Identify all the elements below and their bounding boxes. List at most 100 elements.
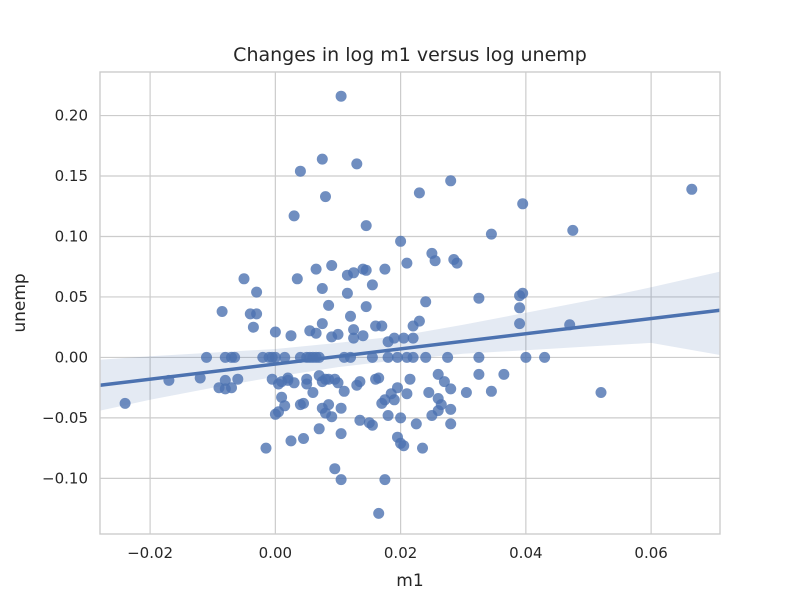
data-point bbox=[335, 402, 347, 414]
data-points bbox=[119, 90, 698, 519]
data-point bbox=[417, 442, 428, 454]
y-tick-label: −0.05 bbox=[42, 409, 88, 427]
data-point bbox=[366, 351, 378, 363]
x-tick-label: 0.04 bbox=[509, 544, 542, 562]
data-point bbox=[251, 286, 263, 298]
data-point bbox=[338, 385, 350, 397]
data-point bbox=[354, 414, 366, 426]
data-point bbox=[395, 412, 407, 424]
data-point bbox=[445, 383, 457, 395]
data-point bbox=[388, 394, 400, 406]
data-point bbox=[485, 228, 497, 240]
data-point bbox=[392, 351, 403, 363]
data-point bbox=[323, 299, 335, 311]
y-tick-label: 0.10 bbox=[55, 227, 88, 245]
data-point bbox=[326, 260, 338, 271]
data-point bbox=[514, 318, 526, 330]
data-point bbox=[410, 418, 422, 430]
data-point bbox=[398, 440, 410, 452]
data-point bbox=[520, 351, 532, 363]
data-point bbox=[310, 263, 322, 275]
data-point bbox=[279, 351, 291, 363]
data-point bbox=[301, 373, 313, 385]
x-axis-label: m1 bbox=[396, 571, 423, 591]
data-point bbox=[392, 382, 403, 394]
data-point bbox=[326, 411, 338, 423]
data-point bbox=[348, 332, 360, 344]
y-axis-ticks: −0.10 −0.05 0.00 0.05 0.10 0.15 0.20 bbox=[42, 107, 88, 488]
data-point bbox=[401, 257, 413, 269]
data-point bbox=[288, 210, 300, 222]
data-point bbox=[366, 419, 378, 431]
data-point bbox=[357, 330, 369, 342]
data-point bbox=[360, 301, 372, 313]
data-point bbox=[451, 257, 463, 269]
y-tick-label: −0.10 bbox=[42, 469, 88, 487]
data-point bbox=[413, 187, 425, 199]
data-point bbox=[285, 435, 297, 447]
y-tick-label: 0.00 bbox=[55, 348, 88, 366]
data-point bbox=[438, 376, 450, 388]
data-point bbox=[251, 308, 263, 320]
data-point bbox=[354, 376, 366, 388]
data-point bbox=[445, 175, 457, 187]
data-point bbox=[323, 399, 335, 411]
data-point bbox=[429, 255, 441, 267]
data-point bbox=[567, 224, 579, 236]
data-point bbox=[216, 306, 228, 317]
data-point bbox=[379, 474, 391, 486]
data-point bbox=[316, 318, 328, 330]
data-point bbox=[232, 373, 244, 385]
data-point bbox=[435, 399, 447, 411]
data-point bbox=[329, 463, 341, 475]
data-point bbox=[238, 273, 250, 285]
plot-frame bbox=[99, 71, 721, 535]
chart-title: Changes in log m1 versus log unemp bbox=[233, 44, 587, 66]
data-point bbox=[348, 267, 360, 279]
data-point bbox=[382, 410, 394, 421]
data-point bbox=[294, 165, 306, 177]
data-point bbox=[288, 377, 300, 389]
data-point bbox=[247, 321, 259, 333]
data-point bbox=[420, 351, 432, 363]
data-point bbox=[307, 387, 319, 398]
data-point bbox=[514, 302, 526, 314]
x-tick-label: 0.00 bbox=[259, 544, 292, 562]
data-point bbox=[341, 287, 353, 299]
data-point bbox=[686, 183, 698, 195]
y-tick-label: 0.20 bbox=[55, 107, 88, 125]
data-point bbox=[407, 332, 419, 344]
y-tick-label: 0.15 bbox=[55, 167, 88, 185]
data-point bbox=[320, 191, 331, 203]
data-point bbox=[445, 418, 457, 430]
data-point bbox=[398, 332, 410, 344]
data-point bbox=[332, 377, 344, 389]
data-point bbox=[517, 198, 529, 210]
data-point bbox=[382, 351, 394, 363]
data-point bbox=[335, 474, 347, 486]
data-point bbox=[285, 330, 297, 342]
data-point bbox=[332, 328, 344, 340]
data-point bbox=[404, 373, 416, 385]
data-point bbox=[316, 153, 328, 165]
data-point bbox=[407, 351, 419, 363]
data-point bbox=[335, 90, 347, 102]
data-point bbox=[366, 279, 378, 291]
data-point bbox=[316, 283, 328, 294]
data-point bbox=[313, 423, 325, 435]
data-point bbox=[373, 372, 385, 384]
x-axis-ticks: −0.02 0.00 0.02 0.04 0.06 bbox=[127, 544, 668, 562]
x-tick-label: 0.06 bbox=[634, 544, 667, 562]
data-point bbox=[298, 433, 309, 444]
data-point bbox=[445, 403, 457, 415]
data-point bbox=[498, 368, 510, 380]
data-point bbox=[119, 397, 131, 409]
data-point bbox=[291, 273, 303, 285]
data-point bbox=[413, 315, 425, 327]
data-point bbox=[360, 220, 372, 232]
data-point bbox=[420, 296, 432, 308]
data-point bbox=[376, 320, 388, 332]
regression-line bbox=[99, 308, 721, 387]
data-point bbox=[539, 351, 551, 363]
data-point bbox=[269, 351, 281, 363]
